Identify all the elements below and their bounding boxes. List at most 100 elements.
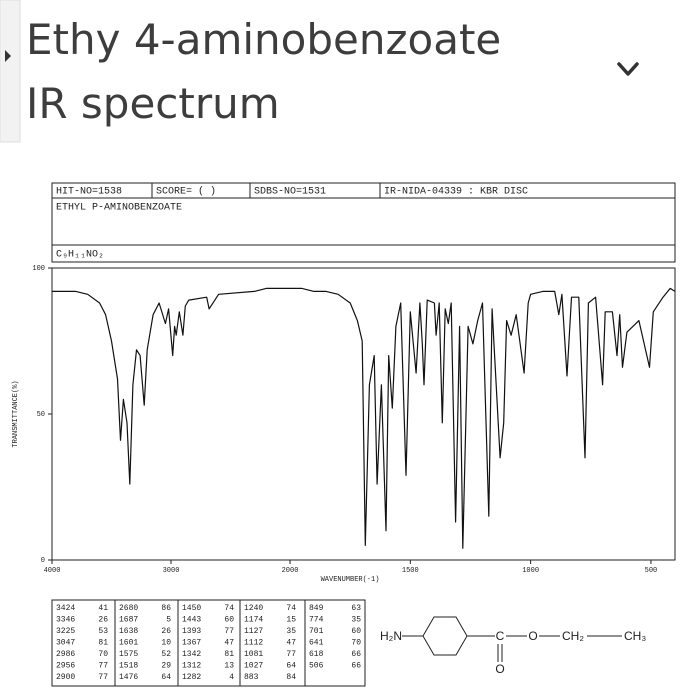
page-title: Ethy 4-aminobenzoate — [26, 15, 501, 64]
peak-wavenumber: 1638 — [119, 627, 138, 636]
chevron[interactable] — [617, 62, 639, 76]
atom-label: CH₃ — [624, 629, 646, 643]
peak-transmittance: 63 — [351, 604, 361, 613]
peak-wavenumber: 883 — [244, 673, 259, 682]
x-tick-label: 500 — [645, 567, 658, 575]
peak-transmittance: 47 — [286, 639, 296, 648]
plot: 0 50 100 4000 3000 2000 1500 1000 500 — [32, 265, 676, 575]
peak-wavenumber: 2986 — [56, 650, 75, 659]
ir-no: IR-NIDA-04339 : KBR DISC — [384, 187, 528, 198]
peak-wavenumber: 1476 — [119, 673, 138, 682]
peak-transmittance: 41 — [98, 604, 108, 613]
peak-wavenumber: 1027 — [244, 662, 263, 671]
info-box — [51, 182, 676, 263]
peak-wavenumber: 506 — [309, 662, 324, 671]
peak-transmittance: 52 — [161, 650, 171, 659]
peak-transmittance: 53 — [98, 627, 108, 636]
y-tick-label: 0 — [41, 557, 45, 565]
spectrum-line — [52, 287, 676, 549]
peak-transmittance: 81 — [98, 639, 108, 648]
atom-label: C — [496, 629, 505, 643]
peak-wavenumber: 1601 — [119, 639, 138, 648]
peak-transmittance: 70 — [351, 639, 361, 648]
peak-transmittance: 77 — [98, 673, 108, 682]
compound: ETHYL P-AMINOBENZOATE — [56, 203, 182, 214]
peak-wavenumber: 1240 — [244, 604, 263, 613]
peak-transmittance: 81 — [224, 650, 234, 659]
peak-transmittance: 10 — [161, 639, 171, 648]
peak-transmittance: 77 — [98, 662, 108, 671]
peak-wavenumber: 1367 — [182, 639, 201, 648]
peak-wavenumber: 3047 — [56, 639, 75, 648]
peak-transmittance: 84 — [286, 673, 296, 682]
peak-wavenumber: 2900 — [56, 673, 75, 682]
peak-wavenumber: 1127 — [244, 627, 263, 636]
peak-transmittance: 66 — [351, 650, 361, 659]
peak-transmittance: 64 — [286, 662, 296, 671]
x-tick-label: 2000 — [282, 567, 299, 575]
peak-wavenumber: 1112 — [244, 639, 263, 648]
formula: C₉H₁₁NO₂ — [56, 250, 104, 261]
y-tick-label: 100 — [32, 265, 45, 273]
peak-wavenumber: 618 — [309, 650, 324, 659]
peak-transmittance: 5 — [166, 616, 171, 625]
atom-label: CH₂ — [562, 629, 584, 643]
peak-transmittance: 74 — [286, 604, 296, 613]
peak-wavenumber: 641 — [309, 639, 324, 648]
peak-wavenumber: 701 — [309, 627, 324, 636]
structure: H₂N C O O CH₂ CH₃ — [380, 616, 646, 676]
peak-wavenumber: 3346 — [56, 616, 75, 625]
peak-transmittance: 66 — [351, 662, 361, 671]
peak-transmittance: 15 — [286, 616, 296, 625]
x-tick-label: 3000 — [163, 567, 180, 575]
expand-arrow[interactable] — [5, 50, 11, 62]
atom-label: O — [528, 629, 537, 643]
peak-wavenumber: 1687 — [119, 616, 138, 625]
peak-wavenumber: 1282 — [182, 673, 201, 682]
x-tick-label: 1000 — [522, 567, 539, 575]
atom-label: H₂N — [380, 629, 402, 643]
page-title: IR spectrum — [26, 79, 280, 128]
peak-wavenumber: 3424 — [56, 604, 75, 613]
y-axis-label: TRANSMITTANCE(%) — [12, 380, 20, 447]
peak-transmittance: 26 — [98, 616, 108, 625]
x-axis-label: WAVENUMBER(-1) — [321, 576, 380, 584]
atom-label: O — [495, 662, 504, 676]
side-tab[interactable] — [0, 0, 21, 143]
peak-wavenumber: 1174 — [244, 616, 263, 625]
peak-transmittance: 64 — [161, 673, 171, 682]
peak-transmittance: 77 — [286, 650, 296, 659]
x-tick-label: 4000 — [44, 567, 61, 575]
x-tick-label: 1500 — [402, 567, 419, 575]
peak-transmittance: 29 — [161, 662, 171, 671]
peak-wavenumber: 2680 — [119, 604, 138, 613]
peak-wavenumber: 1575 — [119, 650, 138, 659]
peak-wavenumber: 1450 — [182, 604, 201, 613]
peak-transmittance: 77 — [224, 627, 234, 636]
peak-wavenumber: 1342 — [182, 650, 201, 659]
y-tick-label: 50 — [37, 411, 45, 419]
peak-wavenumber: 1312 — [182, 662, 201, 671]
peak-transmittance: 70 — [98, 650, 108, 659]
peak-wavenumber: 1081 — [244, 650, 263, 659]
peak-wavenumber: 1443 — [182, 616, 201, 625]
peak-transmittance: 35 — [351, 616, 361, 625]
peak-transmittance: 35 — [286, 627, 296, 636]
peak-transmittance: 26 — [161, 627, 171, 636]
sdbs-no: SDBS-NO=1531 — [254, 187, 326, 198]
peak-wavenumber: 1518 — [119, 662, 138, 671]
benzene-ring — [422, 616, 468, 656]
peak-transmittance: 60 — [224, 616, 234, 625]
peak-transmittance: 86 — [161, 604, 171, 613]
peak-transmittance: 4 — [229, 673, 234, 682]
peak-transmittance: 47 — [224, 639, 234, 648]
peak-transmittance: 13 — [224, 662, 234, 671]
score: SCORE= ( ) — [156, 186, 216, 198]
peak-wavenumber: 2956 — [56, 662, 75, 671]
hit-no: HIT-NO=1538 — [56, 187, 122, 198]
peak-table — [51, 599, 366, 687]
peak-wavenumber: 1393 — [182, 627, 201, 636]
peak-transmittance: 60 — [351, 627, 361, 636]
